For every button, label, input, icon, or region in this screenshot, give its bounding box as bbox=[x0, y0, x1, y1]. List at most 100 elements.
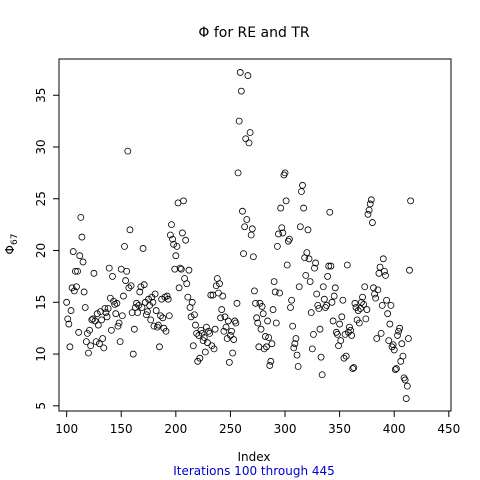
data-point bbox=[113, 299, 121, 307]
data-point bbox=[154, 321, 162, 329]
data-point bbox=[392, 365, 400, 372]
data-point bbox=[354, 307, 362, 314]
data-point bbox=[330, 292, 338, 300]
data-point bbox=[329, 317, 337, 325]
data-point bbox=[245, 139, 253, 147]
data-point bbox=[293, 351, 301, 359]
data-point bbox=[340, 354, 348, 362]
data-point bbox=[234, 169, 242, 177]
y-axis-label-main: Φ bbox=[3, 245, 17, 254]
data-point bbox=[306, 278, 314, 285]
data-point bbox=[196, 354, 204, 362]
data-point bbox=[343, 261, 351, 269]
data-point bbox=[86, 326, 93, 334]
data-point bbox=[251, 287, 258, 295]
data-point bbox=[233, 299, 241, 307]
data-point bbox=[82, 338, 90, 346]
data-point bbox=[379, 255, 387, 263]
data-point bbox=[271, 288, 279, 296]
data-point bbox=[402, 395, 410, 402]
data-point bbox=[316, 325, 324, 333]
data-point bbox=[387, 301, 395, 309]
data-point bbox=[220, 327, 228, 335]
data-point bbox=[150, 322, 158, 330]
data-point bbox=[403, 382, 411, 390]
data-point bbox=[296, 223, 304, 231]
data-point bbox=[269, 306, 277, 313]
data-point bbox=[177, 265, 185, 273]
data-point bbox=[308, 345, 316, 353]
x-tick-label: 450 bbox=[437, 422, 460, 436]
data-point bbox=[80, 288, 88, 296]
data-point bbox=[164, 295, 172, 303]
data-point bbox=[142, 311, 150, 319]
data-point bbox=[210, 345, 218, 353]
data-point bbox=[79, 258, 87, 266]
data-point bbox=[295, 283, 303, 291]
data-point bbox=[348, 332, 356, 339]
data-point bbox=[71, 267, 79, 275]
data-point bbox=[368, 219, 376, 226]
data-point bbox=[229, 349, 237, 357]
y-axis: 5 10 15 20 25 30 35 bbox=[34, 88, 59, 410]
data-point bbox=[227, 332, 234, 339]
data-point bbox=[188, 298, 196, 306]
data-point bbox=[383, 296, 390, 304]
data-point bbox=[338, 313, 346, 321]
data-point bbox=[200, 334, 208, 341]
data-point bbox=[152, 307, 160, 314]
data-point bbox=[129, 350, 137, 358]
data-point bbox=[232, 319, 240, 327]
data-point bbox=[339, 296, 347, 304]
data-point bbox=[222, 323, 230, 331]
data-point bbox=[405, 335, 412, 342]
data-point bbox=[290, 344, 298, 352]
data-point bbox=[104, 305, 112, 312]
data-point bbox=[190, 311, 198, 319]
data-point bbox=[121, 242, 128, 250]
data-point bbox=[69, 248, 77, 255]
data-point bbox=[396, 324, 404, 332]
data-point bbox=[302, 271, 310, 279]
data-point bbox=[198, 329, 206, 337]
data-point bbox=[180, 197, 187, 205]
data-point bbox=[362, 315, 370, 323]
data-point bbox=[241, 223, 249, 231]
data-point bbox=[118, 312, 126, 320]
data-point bbox=[170, 240, 178, 248]
data-point bbox=[230, 336, 238, 343]
data-point bbox=[281, 169, 289, 177]
data-point bbox=[261, 333, 269, 340]
data-point bbox=[156, 343, 163, 351]
data-point bbox=[266, 362, 274, 369]
data-point bbox=[66, 343, 74, 351]
data-point bbox=[374, 286, 382, 294]
data-point bbox=[239, 207, 246, 215]
data-point bbox=[358, 298, 365, 306]
data-point bbox=[367, 196, 375, 204]
data-point bbox=[114, 322, 122, 330]
data-point bbox=[76, 252, 84, 260]
data-point bbox=[273, 242, 281, 250]
data-point bbox=[305, 255, 313, 263]
data-point bbox=[243, 216, 251, 223]
data-point bbox=[304, 226, 312, 234]
data-point bbox=[275, 230, 282, 238]
data-point bbox=[360, 300, 368, 308]
data-point bbox=[85, 349, 92, 357]
x-tick-label: 300 bbox=[274, 422, 297, 436]
data-point bbox=[127, 282, 135, 290]
data-point bbox=[355, 319, 363, 327]
data-point bbox=[81, 304, 89, 311]
data-point bbox=[151, 290, 159, 298]
data-point bbox=[310, 330, 317, 338]
data-point bbox=[311, 264, 318, 272]
data-point bbox=[246, 129, 254, 136]
data-point bbox=[201, 348, 209, 356]
data-point bbox=[94, 321, 102, 329]
data-point bbox=[124, 147, 132, 155]
data-point bbox=[189, 342, 197, 350]
data-point bbox=[336, 320, 344, 328]
data-point bbox=[248, 225, 256, 233]
